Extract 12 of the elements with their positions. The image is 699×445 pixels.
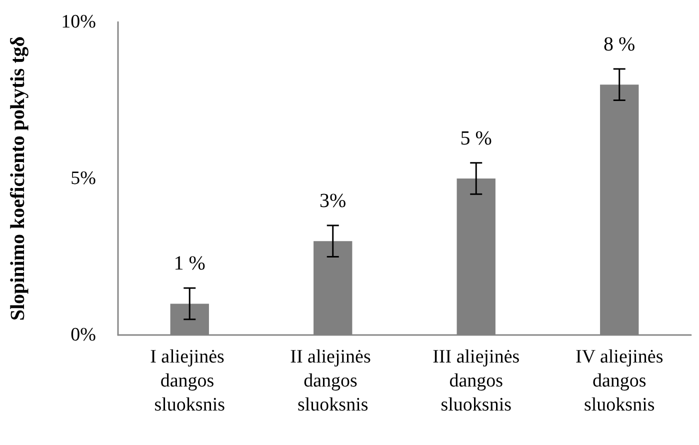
y-axis-title: Slopinimo koeficiento pokytis tgδ (7, 36, 29, 321)
data-label: 3% (320, 190, 346, 212)
y-tick-label: 10% (61, 12, 96, 32)
x-tick-label: I aliejinės dangos sluoksnis (150, 346, 230, 416)
y-tick-label: 5% (70, 168, 96, 189)
data-label: 8 % (604, 34, 636, 56)
data-label: 1 % (174, 252, 206, 275)
y-tick-label: 0% (70, 324, 96, 346)
x-tick-label: III aliejinės dangos sluoksnis (432, 346, 520, 416)
x-tick-label: II aliejinės dangos sluoksnis (290, 346, 376, 416)
x-tick-label: IV aliejinės dangos sluoksnis (575, 346, 664, 416)
data-label: 5 % (460, 128, 492, 150)
